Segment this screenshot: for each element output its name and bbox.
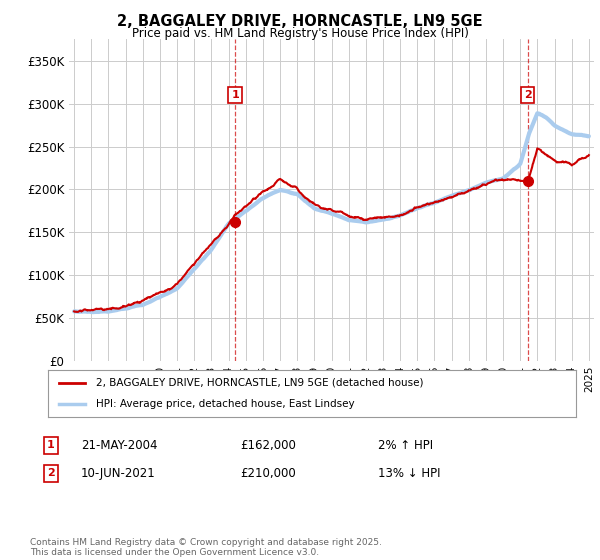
- Text: £210,000: £210,000: [240, 466, 296, 480]
- Text: 2, BAGGALEY DRIVE, HORNCASTLE, LN9 5GE (detached house): 2, BAGGALEY DRIVE, HORNCASTLE, LN9 5GE (…: [95, 378, 423, 388]
- Text: 2, BAGGALEY DRIVE, HORNCASTLE, LN9 5GE: 2, BAGGALEY DRIVE, HORNCASTLE, LN9 5GE: [117, 14, 483, 29]
- Text: HPI: Average price, detached house, East Lindsey: HPI: Average price, detached house, East…: [95, 399, 354, 409]
- Text: 10-JUN-2021: 10-JUN-2021: [81, 466, 156, 480]
- Text: 2: 2: [524, 90, 532, 100]
- Text: 2% ↑ HPI: 2% ↑ HPI: [378, 438, 433, 452]
- Text: £162,000: £162,000: [240, 438, 296, 452]
- Text: 21-MAY-2004: 21-MAY-2004: [81, 438, 157, 452]
- Text: 2: 2: [47, 468, 55, 478]
- Text: 1: 1: [231, 90, 239, 100]
- Text: Contains HM Land Registry data © Crown copyright and database right 2025.
This d: Contains HM Land Registry data © Crown c…: [30, 538, 382, 557]
- Text: 13% ↓ HPI: 13% ↓ HPI: [378, 466, 440, 480]
- Text: 1: 1: [47, 440, 55, 450]
- Text: Price paid vs. HM Land Registry's House Price Index (HPI): Price paid vs. HM Land Registry's House …: [131, 27, 469, 40]
